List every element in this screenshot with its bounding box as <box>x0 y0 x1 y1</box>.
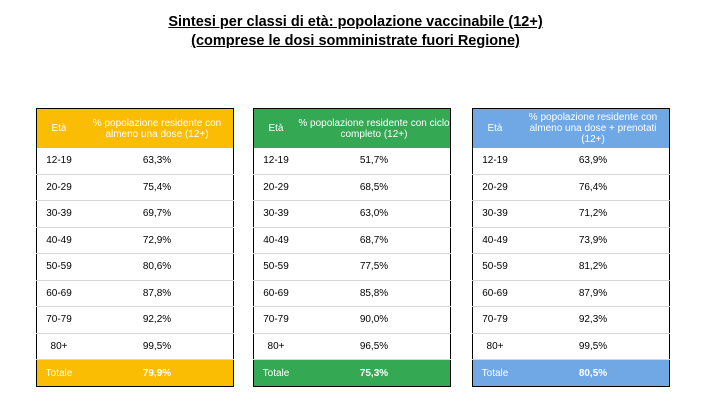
table-row: 20-29 75,4% <box>36 174 234 201</box>
total-label: Totale <box>253 359 298 387</box>
table-row: 60-69 87,8% <box>36 280 234 307</box>
table-header: Età % popolazione residente con almeno u… <box>36 108 234 148</box>
header-percentage: % popolazione residente con ciclo comple… <box>298 108 451 148</box>
age-cell: 40-49 <box>472 227 517 254</box>
age-cell: 70-79 <box>253 306 298 334</box>
age-cell: 20-29 <box>472 174 517 201</box>
table-row: 50-59 81,2% <box>472 253 670 281</box>
table-row: 80+ 96,5% <box>253 333 451 360</box>
page-subtitle: (comprese le dosi somministrate fuori Re… <box>191 33 520 49</box>
age-cell: 40-49 <box>36 227 81 254</box>
table-header: Età % popolazione residente con ciclo co… <box>253 108 451 148</box>
total-value: 80,5% <box>517 359 670 387</box>
age-cell: 12-19 <box>253 148 298 175</box>
age-cell: 80+ <box>472 333 517 360</box>
value-cell: 85,8% <box>298 280 451 307</box>
table-row: 30-39 69,7% <box>36 200 234 228</box>
header-age: Età <box>253 108 298 148</box>
value-cell: 75,4% <box>81 174 234 201</box>
value-cell: 77,5% <box>298 253 451 281</box>
table-row: 70-79 92,2% <box>36 306 234 334</box>
value-cell: 96,5% <box>298 333 451 360</box>
table-row: 60-69 85,8% <box>253 280 451 307</box>
page-title: Sintesi per classi di età: popolazione v… <box>168 14 543 30</box>
age-cell: 50-59 <box>253 253 298 281</box>
table-row: 30-39 63,0% <box>253 200 451 228</box>
age-cell: 60-69 <box>472 280 517 307</box>
table-row: 80+ 99,5% <box>472 333 670 360</box>
table-row: 12-19 63,9% <box>472 148 670 175</box>
age-cell: 50-59 <box>36 253 81 281</box>
header-percentage: % popolazione residente con almeno una d… <box>517 108 670 148</box>
header-percentage: % popolazione residente con almeno una d… <box>81 108 234 148</box>
value-cell: 92,3% <box>517 306 670 334</box>
table-row: 12-19 63,3% <box>36 148 234 175</box>
age-cell: 30-39 <box>472 200 517 228</box>
value-cell: 51,7% <box>298 148 451 175</box>
age-cell: 12-19 <box>36 148 81 175</box>
value-cell: 99,5% <box>517 333 670 360</box>
total-label: Totale <box>472 359 517 387</box>
table-row: 30-39 71,2% <box>472 200 670 228</box>
value-cell: 73,9% <box>517 227 670 254</box>
total-row: Totale 79,9% <box>36 359 234 387</box>
value-cell: 90,0% <box>298 306 451 334</box>
value-cell: 87,9% <box>517 280 670 307</box>
value-cell: 68,7% <box>298 227 451 254</box>
age-cell: 30-39 <box>36 200 81 228</box>
total-value: 75,3% <box>298 359 451 387</box>
table-row: 40-49 72,9% <box>36 227 234 254</box>
table-row: 70-79 90,0% <box>253 306 451 334</box>
table-row: 80+ 99,5% <box>36 333 234 360</box>
table-row: 50-59 80,6% <box>36 253 234 281</box>
table-row: 20-29 76,4% <box>472 174 670 201</box>
value-cell: 68,5% <box>298 174 451 201</box>
age-cell: 30-39 <box>253 200 298 228</box>
total-value: 79,9% <box>81 359 234 387</box>
age-cell: 70-79 <box>472 306 517 334</box>
age-cell: 12-19 <box>472 148 517 175</box>
value-cell: 69,7% <box>81 200 234 228</box>
value-cell: 80,6% <box>81 253 234 281</box>
age-cell: 40-49 <box>253 227 298 254</box>
table-row: 40-49 68,7% <box>253 227 451 254</box>
table-row: 70-79 92,3% <box>472 306 670 334</box>
table-row: 12-19 51,7% <box>253 148 451 175</box>
value-cell: 63,9% <box>517 148 670 175</box>
age-cell: 60-69 <box>36 280 81 307</box>
value-cell: 63,0% <box>298 200 451 228</box>
age-cell: 70-79 <box>36 306 81 334</box>
age-cell: 50-59 <box>472 253 517 281</box>
age-cell: 60-69 <box>253 280 298 307</box>
age-cell: 20-29 <box>36 174 81 201</box>
value-cell: 99,5% <box>81 333 234 360</box>
age-cell: 80+ <box>36 333 81 360</box>
value-cell: 76,4% <box>517 174 670 201</box>
table-row: 50-59 77,5% <box>253 253 451 281</box>
table-header: Età % popolazione residente con almeno u… <box>472 108 670 148</box>
total-row: Totale 80,5% <box>472 359 670 387</box>
value-cell: 87,8% <box>81 280 234 307</box>
value-cell: 72,9% <box>81 227 234 254</box>
value-cell: 63,3% <box>81 148 234 175</box>
total-row: Totale 75,3% <box>253 359 451 387</box>
total-label: Totale <box>36 359 81 387</box>
table-complete-cycle: Età % popolazione residente con ciclo co… <box>253 108 451 387</box>
table-row: 20-29 68,5% <box>253 174 451 201</box>
table-first-dose: Età % popolazione residente con almeno u… <box>36 108 234 387</box>
header-age: Età <box>36 108 81 148</box>
table-row: 40-49 73,9% <box>472 227 670 254</box>
age-cell: 20-29 <box>253 174 298 201</box>
header-age: Età <box>472 108 517 148</box>
value-cell: 71,2% <box>517 200 670 228</box>
age-cell: 80+ <box>253 333 298 360</box>
value-cell: 92,2% <box>81 306 234 334</box>
table-first-dose-plus-booked: Età % popolazione residente con almeno u… <box>472 108 670 387</box>
value-cell: 81,2% <box>517 253 670 281</box>
table-row: 60-69 87,9% <box>472 280 670 307</box>
